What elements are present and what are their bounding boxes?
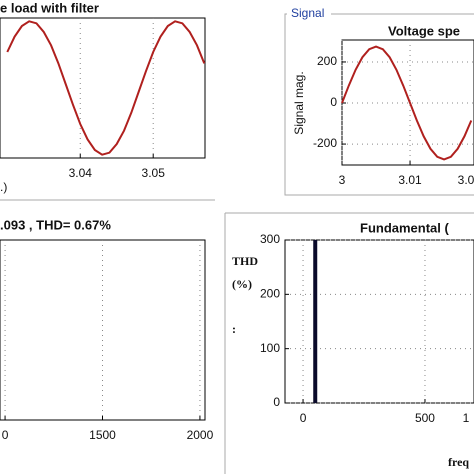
y-tick-label: 0 xyxy=(330,95,337,109)
annotation: : xyxy=(232,322,236,336)
x-tick-label: 500 xyxy=(415,411,435,425)
chart-title: e load with filter xyxy=(0,0,99,15)
y-tick-label: -200 xyxy=(313,136,337,150)
x-tick-label: 3.0 xyxy=(458,173,474,187)
series-line xyxy=(6,20,206,156)
x-tick-label: 3 xyxy=(339,173,346,187)
y-tick-label: 0 xyxy=(273,395,280,409)
x-axis-label: .) xyxy=(0,180,7,194)
chart-title: Fundamental ( xyxy=(360,220,450,235)
y-tick-label: 100 xyxy=(260,341,280,355)
y-tick-label: 300 xyxy=(260,232,280,246)
y-tick-label: 200 xyxy=(260,287,280,301)
x-axis-label: freq xyxy=(448,455,469,469)
chart-title: .093 , THD= 0.67% xyxy=(0,217,111,232)
x-tick-label: 0 xyxy=(300,411,307,425)
annotation: (%) xyxy=(232,277,252,291)
y-axis-label: Signal mag. xyxy=(292,71,306,134)
x-tick-label: 3.05 xyxy=(142,166,166,180)
chart-title: Voltage spe xyxy=(388,23,460,38)
x-tick-label: 1500 xyxy=(89,428,116,442)
series-line xyxy=(341,45,473,161)
x-tick-label: 3.04 xyxy=(69,166,93,180)
x-tick-label: 0 xyxy=(2,428,9,442)
plot-area xyxy=(0,17,206,159)
annotation: THD xyxy=(232,254,258,268)
bar xyxy=(313,240,318,403)
group-label-bg xyxy=(287,6,331,22)
group-box xyxy=(284,13,474,196)
x-tick-label: 3.01 xyxy=(398,173,422,187)
x-tick-label: 2000 xyxy=(187,428,214,442)
x-tick-label: 1 xyxy=(463,411,470,425)
y-tick-label: 200 xyxy=(317,54,337,68)
group-label: Signal xyxy=(291,6,324,20)
